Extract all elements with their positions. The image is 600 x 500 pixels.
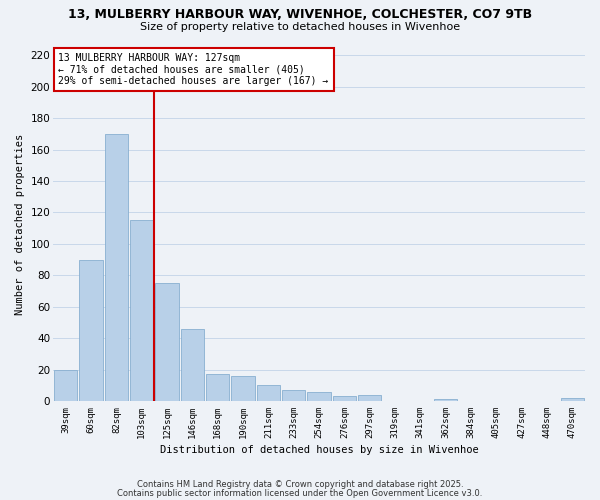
Bar <box>434 400 457 401</box>
Text: Contains public sector information licensed under the Open Government Licence v3: Contains public sector information licen… <box>118 489 482 498</box>
Bar <box>560 398 584 401</box>
Bar <box>282 390 305 401</box>
Bar <box>307 392 331 401</box>
X-axis label: Distribution of detached houses by size in Wivenhoe: Distribution of detached houses by size … <box>160 445 478 455</box>
Bar <box>232 376 255 401</box>
Text: 13, MULBERRY HARBOUR WAY, WIVENHOE, COLCHESTER, CO7 9TB: 13, MULBERRY HARBOUR WAY, WIVENHOE, COLC… <box>68 8 532 20</box>
Bar <box>79 260 103 401</box>
Bar <box>130 220 154 401</box>
Text: 13 MULBERRY HARBOUR WAY: 127sqm
← 71% of detached houses are smaller (405)
29% o: 13 MULBERRY HARBOUR WAY: 127sqm ← 71% of… <box>58 53 329 86</box>
Bar <box>181 328 204 401</box>
Bar <box>155 283 179 401</box>
Bar <box>54 370 77 401</box>
Bar <box>257 385 280 401</box>
Y-axis label: Number of detached properties: Number of detached properties <box>15 134 25 315</box>
Text: Contains HM Land Registry data © Crown copyright and database right 2025.: Contains HM Land Registry data © Crown c… <box>137 480 463 489</box>
Bar <box>105 134 128 401</box>
Bar <box>206 374 229 401</box>
Bar <box>358 394 382 401</box>
Bar <box>333 396 356 401</box>
Text: Size of property relative to detached houses in Wivenhoe: Size of property relative to detached ho… <box>140 22 460 32</box>
